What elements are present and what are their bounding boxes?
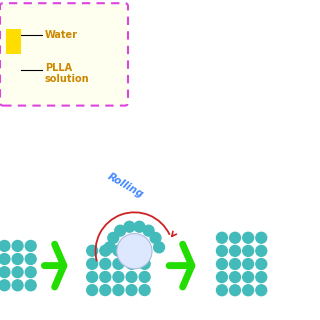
Circle shape bbox=[12, 267, 23, 277]
Circle shape bbox=[139, 245, 150, 256]
Circle shape bbox=[143, 225, 154, 236]
Circle shape bbox=[256, 272, 267, 283]
Text: Water: Water bbox=[45, 30, 78, 40]
Circle shape bbox=[230, 245, 241, 256]
Circle shape bbox=[139, 271, 150, 282]
Circle shape bbox=[126, 259, 137, 269]
Circle shape bbox=[113, 245, 124, 256]
Circle shape bbox=[0, 280, 10, 291]
Circle shape bbox=[25, 241, 36, 252]
Circle shape bbox=[243, 272, 254, 283]
Text: PLLA
solution: PLLA solution bbox=[45, 63, 89, 84]
Circle shape bbox=[126, 245, 137, 256]
Circle shape bbox=[104, 242, 115, 253]
Circle shape bbox=[217, 285, 228, 296]
Circle shape bbox=[87, 245, 98, 256]
Circle shape bbox=[124, 221, 135, 232]
Circle shape bbox=[87, 259, 98, 269]
Circle shape bbox=[126, 285, 137, 296]
Circle shape bbox=[25, 267, 36, 277]
Circle shape bbox=[115, 225, 126, 236]
Circle shape bbox=[0, 253, 10, 264]
Circle shape bbox=[100, 285, 111, 296]
Circle shape bbox=[230, 272, 241, 283]
Bar bbox=[6, 29, 21, 54]
Circle shape bbox=[230, 259, 241, 269]
Circle shape bbox=[256, 285, 267, 296]
Circle shape bbox=[87, 285, 98, 296]
Circle shape bbox=[113, 271, 124, 282]
Circle shape bbox=[256, 245, 267, 256]
Circle shape bbox=[256, 259, 267, 269]
Circle shape bbox=[139, 259, 150, 269]
Circle shape bbox=[217, 232, 228, 243]
Circle shape bbox=[243, 285, 254, 296]
Circle shape bbox=[243, 232, 254, 243]
Circle shape bbox=[113, 259, 124, 269]
Circle shape bbox=[12, 253, 23, 264]
Circle shape bbox=[12, 280, 23, 291]
Circle shape bbox=[25, 253, 36, 264]
Circle shape bbox=[256, 232, 267, 243]
Circle shape bbox=[117, 234, 152, 269]
Circle shape bbox=[100, 271, 111, 282]
Circle shape bbox=[150, 233, 161, 244]
Circle shape bbox=[230, 232, 241, 243]
Circle shape bbox=[126, 271, 137, 282]
Circle shape bbox=[113, 285, 124, 296]
FancyBboxPatch shape bbox=[0, 3, 128, 106]
Circle shape bbox=[134, 221, 145, 232]
Circle shape bbox=[108, 233, 119, 244]
Circle shape bbox=[139, 285, 150, 296]
Circle shape bbox=[100, 259, 111, 269]
Text: Rolling: Rolling bbox=[106, 172, 145, 200]
Circle shape bbox=[154, 242, 164, 253]
Circle shape bbox=[25, 280, 36, 291]
Circle shape bbox=[243, 259, 254, 269]
Circle shape bbox=[230, 285, 241, 296]
Circle shape bbox=[243, 245, 254, 256]
Circle shape bbox=[217, 259, 228, 269]
Circle shape bbox=[87, 271, 98, 282]
Circle shape bbox=[0, 241, 10, 252]
Circle shape bbox=[217, 245, 228, 256]
Circle shape bbox=[0, 267, 10, 277]
Circle shape bbox=[12, 241, 23, 252]
Circle shape bbox=[100, 245, 111, 256]
Circle shape bbox=[217, 272, 228, 283]
